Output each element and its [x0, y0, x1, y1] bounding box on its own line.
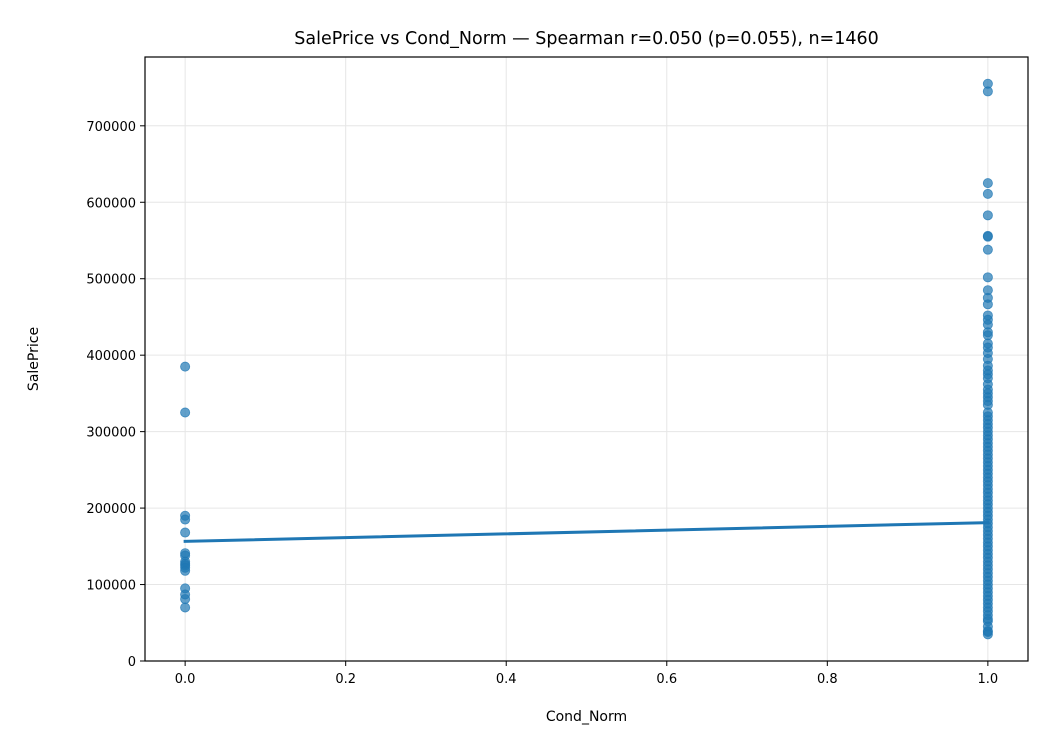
data-point — [982, 210, 993, 221]
data-point — [982, 299, 993, 310]
chart-title: SalePrice vs Cond_Norm — Spearman r=0.05… — [294, 29, 878, 49]
data-point — [982, 86, 993, 97]
data-point — [180, 514, 191, 525]
x-tick-label: 0.2 — [335, 672, 356, 687]
y-tick-label: 200000 — [86, 502, 136, 517]
x-tick-label: 0.8 — [817, 672, 838, 687]
x-axis-label: Cond_Norm — [546, 709, 627, 725]
data-point — [982, 178, 993, 189]
y-axis-label: SalePrice — [26, 327, 42, 391]
data-point — [180, 361, 191, 372]
regression-line — [183, 521, 990, 543]
data-point — [982, 272, 993, 283]
x-tick-label: 0.6 — [656, 672, 677, 687]
data-point — [180, 565, 191, 576]
y-tick-label: 400000 — [86, 349, 136, 364]
data-point — [982, 231, 993, 242]
x-tick-label: 0.4 — [496, 672, 517, 687]
x-tick-label: 0.0 — [175, 672, 196, 687]
data-point — [180, 527, 191, 538]
x-tick-label: 1.0 — [978, 672, 999, 687]
x-axis-ticks: 0.0 0.2 0.4 0.6 0.8 1.0 — [175, 661, 998, 687]
y-tick-label: 100000 — [86, 579, 136, 594]
data-points — [180, 78, 993, 640]
data-point — [982, 244, 993, 255]
y-tick-label: 0 — [128, 655, 136, 670]
data-point — [982, 188, 993, 199]
data-point — [180, 407, 191, 418]
y-tick-label: 300000 — [86, 426, 136, 441]
data-point — [180, 594, 191, 605]
plot-frame — [144, 56, 1029, 662]
data-point — [180, 602, 191, 613]
y-tick-label: 700000 — [86, 120, 136, 135]
y-axis-ticks: 0 100000 200000 300000 400000 500000 600000 700… — [86, 120, 145, 670]
y-tick-label: 600000 — [86, 196, 136, 211]
y-tick-label: 500000 — [86, 273, 136, 288]
data-point — [982, 629, 993, 640]
regression-line-group — [183, 521, 990, 543]
